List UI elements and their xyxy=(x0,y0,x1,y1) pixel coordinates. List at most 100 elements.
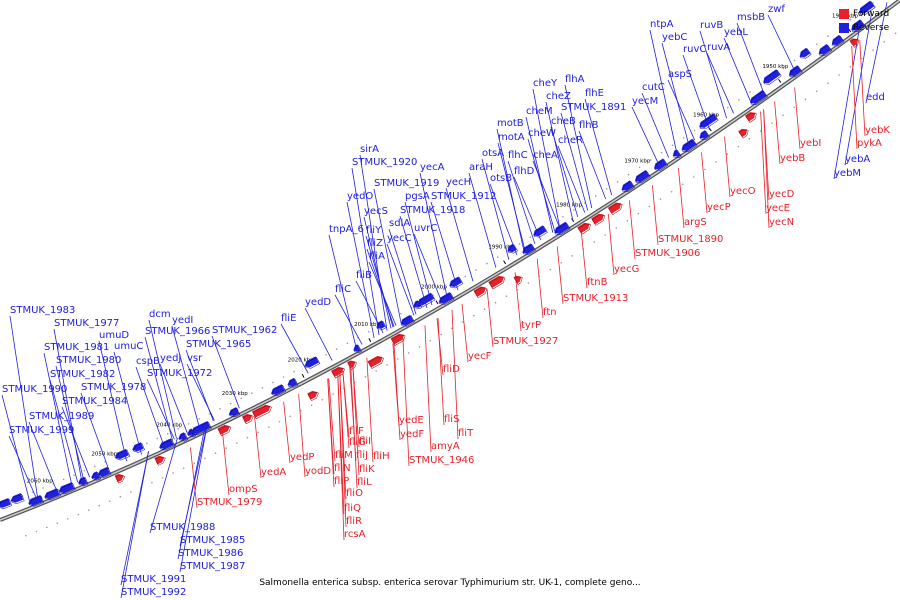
reverse-gene-arrow[interactable] xyxy=(96,466,111,478)
gene-label[interactable]: STMUK_1946 xyxy=(409,455,474,466)
reverse-gene-arrow[interactable] xyxy=(671,149,681,159)
gene-label[interactable]: STMUK_1988 xyxy=(150,522,215,533)
gene-label[interactable]: vsr xyxy=(187,353,203,364)
gene-label[interactable]: yedP xyxy=(290,452,314,463)
gene-label[interactable]: yedF xyxy=(400,429,424,440)
gene-label[interactable]: sirA xyxy=(360,144,379,155)
reverse-gene-arrow[interactable] xyxy=(43,488,60,500)
gene-label[interactable]: umuD xyxy=(99,330,129,341)
gene-label[interactable]: STMUK_1984 xyxy=(62,396,127,407)
gene-label[interactable]: STMUK_1985 xyxy=(180,535,245,546)
gene-label[interactable]: yebM xyxy=(834,168,861,179)
gene-label[interactable]: fliB xyxy=(356,270,372,281)
gene-label[interactable]: yedE xyxy=(399,415,424,426)
gene-label[interactable]: fliD xyxy=(443,364,460,375)
gene-label[interactable]: cspB xyxy=(136,356,160,367)
reverse-gene-arrow[interactable] xyxy=(761,69,781,85)
reverse-gene-arrow[interactable] xyxy=(680,138,697,153)
gene-label[interactable]: fliO xyxy=(346,488,363,499)
forward-gene-arrow[interactable] xyxy=(473,285,488,297)
gene-label[interactable]: STMUK_1920 xyxy=(352,157,417,168)
reverse-gene-arrow[interactable] xyxy=(817,43,831,57)
gene-label[interactable]: cheB xyxy=(551,116,576,127)
gene-label[interactable]: ruvA xyxy=(707,42,730,53)
reverse-gene-arrow[interactable] xyxy=(375,320,386,330)
gene-label[interactable]: msbB xyxy=(737,12,765,23)
gene-label[interactable]: fliR xyxy=(346,516,362,527)
gene-label[interactable]: araH xyxy=(469,162,493,173)
gene-label[interactable]: flhC xyxy=(508,150,528,161)
gene-label[interactable]: yedO xyxy=(347,191,373,202)
gene-label[interactable]: fliT xyxy=(458,428,474,439)
gene-label[interactable]: cheM xyxy=(526,106,553,117)
gene-label[interactable]: uvrC xyxy=(414,223,437,234)
gene-label[interactable]: yecC xyxy=(387,233,412,244)
gene-label[interactable]: yecP xyxy=(707,202,731,213)
gene-label[interactable]: fliS xyxy=(444,414,459,425)
gene-label[interactable]: STMUK_1987 xyxy=(180,561,245,572)
gene-label[interactable]: yebA xyxy=(845,154,870,165)
gene-label[interactable]: yebK xyxy=(865,125,890,136)
gene-label[interactable]: ruvC xyxy=(683,44,706,55)
reverse-gene-arrow[interactable] xyxy=(114,448,129,461)
gene-label[interactable]: yecD xyxy=(769,189,795,200)
gene-label[interactable]: dcm xyxy=(149,309,171,320)
reverse-gene-arrow[interactable] xyxy=(633,170,650,184)
gene-label[interactable]: STMUK_1980 xyxy=(56,355,121,366)
reverse-gene-arrow[interactable] xyxy=(90,471,100,480)
gene-label[interactable]: STMUK_1992 xyxy=(121,587,186,598)
reverse-gene-arrow[interactable] xyxy=(352,344,361,353)
reverse-gene-arrow[interactable] xyxy=(303,356,319,369)
gene-label[interactable]: STMUK_1890 xyxy=(658,234,723,245)
gene-label[interactable]: cheZ xyxy=(546,91,571,102)
reverse-gene-arrow[interactable] xyxy=(416,292,435,308)
gene-label[interactable]: ftn xyxy=(543,307,557,318)
gene-label[interactable]: cheY xyxy=(533,78,558,89)
forward-gene-arrow[interactable] xyxy=(331,365,345,377)
gene-label[interactable]: STMUK_1912 xyxy=(431,191,496,202)
gene-label[interactable]: STMUK_1999 xyxy=(9,425,74,436)
gene-label[interactable]: yedA xyxy=(261,467,286,478)
gene-label[interactable]: fliA xyxy=(369,251,385,262)
reverse-gene-arrow[interactable] xyxy=(531,225,547,238)
reverse-gene-arrow[interactable] xyxy=(227,407,239,418)
gene-label[interactable]: STMUK_1965 xyxy=(186,339,251,350)
gene-label[interactable]: yecG xyxy=(614,264,639,275)
gene-label[interactable]: yodD xyxy=(305,466,331,477)
reverse-gene-arrow[interactable] xyxy=(57,482,75,494)
gene-label[interactable]: fliE xyxy=(281,313,296,324)
gene-label[interactable]: yedI xyxy=(172,315,193,326)
gene-label[interactable]: STMUK_1986 xyxy=(178,548,243,559)
reverse-gene-arrow[interactable] xyxy=(0,498,11,509)
gene-label[interactable]: yedD xyxy=(305,297,331,308)
forward-gene-arrow[interactable] xyxy=(390,332,406,345)
gene-label[interactable]: yebB xyxy=(780,153,805,164)
reverse-gene-arrow[interactable] xyxy=(27,495,43,507)
forward-gene-arrow[interactable] xyxy=(738,127,749,138)
gene-label[interactable]: STMUK_1913 xyxy=(563,293,628,304)
gene-label[interactable]: STMUK_1906 xyxy=(635,248,700,259)
gene-label[interactable]: fliK xyxy=(359,464,375,475)
gene-label[interactable]: STMUK_1981 xyxy=(44,342,109,353)
gene-label[interactable]: ruvB xyxy=(700,20,723,31)
gene-label[interactable]: STMUK_1891 xyxy=(561,102,626,113)
gene-label[interactable]: fliQ xyxy=(344,503,361,514)
gene-label[interactable]: yecA xyxy=(420,162,445,173)
gene-label[interactable]: pgsA xyxy=(405,191,430,202)
gene-label[interactable]: yecE xyxy=(766,203,790,214)
gene-label[interactable]: STMUK_1972 xyxy=(147,368,212,379)
gene-label[interactable]: STMUK_1977 xyxy=(54,318,119,329)
gene-label[interactable]: rcsA xyxy=(344,529,366,540)
gene-label[interactable]: yebC xyxy=(662,32,687,43)
gene-label[interactable]: cheA xyxy=(533,150,558,161)
gene-label[interactable]: yecS xyxy=(364,206,388,217)
gene-label[interactable]: cutC xyxy=(642,82,665,93)
reverse-gene-arrow[interactable] xyxy=(412,300,421,309)
reverse-gene-arrow[interactable] xyxy=(177,432,187,442)
reverse-gene-arrow[interactable] xyxy=(286,377,298,388)
forward-gene-arrow[interactable] xyxy=(513,274,523,284)
forward-gene-arrow[interactable] xyxy=(591,212,606,225)
gene-label[interactable]: ompS xyxy=(229,484,258,495)
reverse-gene-arrow[interactable] xyxy=(857,0,875,16)
gene-label[interactable]: STMUK_1982 xyxy=(50,369,115,380)
